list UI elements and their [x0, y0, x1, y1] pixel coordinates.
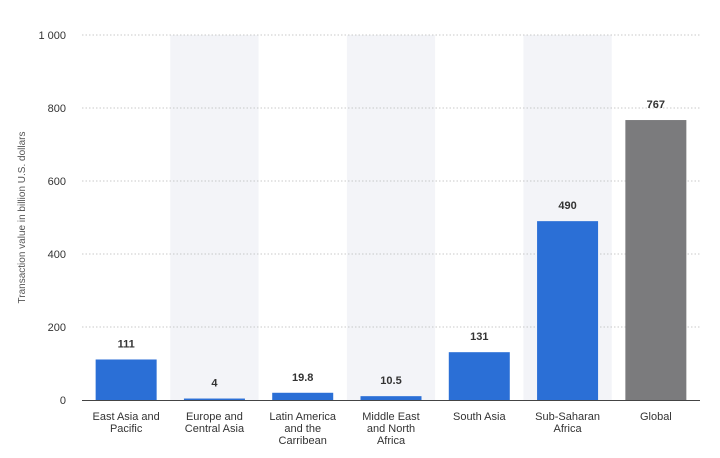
category-band: [170, 35, 259, 400]
y-tick-label: 600: [48, 176, 66, 188]
y-tick-label: 0: [60, 395, 66, 407]
category-label: South Asia: [453, 411, 506, 423]
category-label: East Asia and Pacific: [93, 411, 160, 435]
bar: [360, 396, 422, 400]
data-label: 10.5: [380, 375, 401, 387]
y-tick-labels: 0 200 400 600 800 1 000: [38, 30, 66, 407]
category-label: Sub-Saharan Africa: [535, 411, 600, 435]
bar: [625, 120, 687, 401]
y-tick-label: 800: [48, 103, 66, 115]
bar: [183, 398, 245, 400]
alternating-bands: [170, 35, 612, 400]
bar: [537, 221, 599, 400]
category-label: Middle East and North Africa: [362, 411, 419, 447]
data-label: 19.8: [292, 372, 313, 384]
x-category-labels: East Asia and Pacific Europe and Central As…: [93, 411, 672, 447]
category-band: [346, 35, 436, 400]
data-label: 490: [558, 200, 576, 212]
data-label: 131: [470, 331, 488, 343]
category-label: Europe and Central Asia: [185, 411, 245, 435]
y-tick-label: 400: [48, 249, 66, 261]
data-label: 111: [118, 338, 135, 350]
y-axis-title: Transaction value in billion U.S. dollar…: [17, 132, 28, 304]
bars: [95, 120, 687, 401]
bar: [95, 359, 157, 400]
y-tick-label: 1 000: [38, 30, 66, 42]
y-tick-label: 200: [48, 322, 66, 334]
data-labels: 111 4 19.8 10.5 131 490 767: [118, 99, 665, 389]
bar: [448, 352, 510, 400]
bar: [272, 392, 334, 400]
data-label: 4: [211, 378, 218, 390]
category-label: Latin America and the Carribean: [269, 411, 337, 447]
data-label: 767: [647, 99, 665, 111]
category-label: Global: [640, 411, 672, 423]
